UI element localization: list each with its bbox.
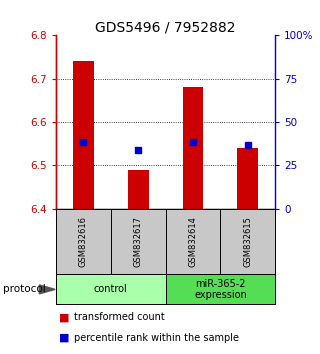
Text: ■: ■: [59, 312, 70, 322]
Title: GDS5496 / 7952882: GDS5496 / 7952882: [95, 20, 236, 34]
Bar: [237, 148, 258, 209]
Text: ■: ■: [59, 332, 70, 343]
Bar: [128, 170, 148, 209]
Text: miR-365-2
expression: miR-365-2 expression: [194, 279, 247, 300]
Text: GSM832614: GSM832614: [188, 216, 197, 267]
Text: percentile rank within the sample: percentile rank within the sample: [74, 332, 239, 343]
Bar: [73, 62, 94, 209]
Polygon shape: [39, 285, 55, 294]
Text: GSM832616: GSM832616: [79, 216, 88, 267]
Bar: [183, 87, 204, 209]
Text: GSM832615: GSM832615: [243, 216, 252, 267]
Text: protocol: protocol: [3, 284, 46, 295]
Text: GSM832617: GSM832617: [134, 216, 143, 267]
Text: transformed count: transformed count: [74, 312, 164, 322]
Text: control: control: [94, 284, 128, 295]
